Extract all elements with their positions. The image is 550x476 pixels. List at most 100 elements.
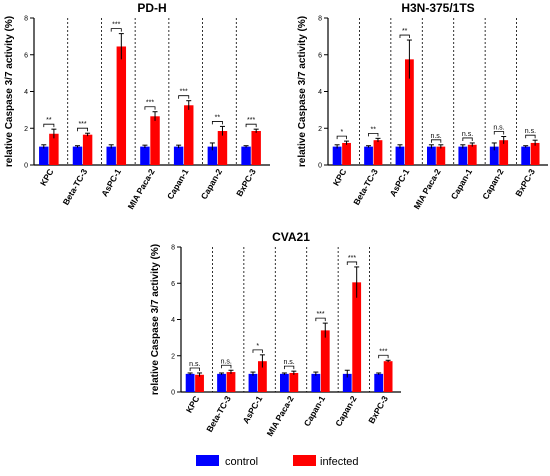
significance-label: ** <box>402 28 408 35</box>
category-label: Beta-TC-3 <box>204 394 233 434</box>
category-label: BxPC-3 <box>366 394 390 425</box>
category-label: Capan-2 <box>333 394 359 428</box>
significance-label: n.s. <box>283 359 294 366</box>
significance-label: *** <box>112 22 120 29</box>
significance-bracket <box>368 132 379 137</box>
significance-bracket <box>431 139 442 143</box>
significance-bracket <box>252 349 263 353</box>
category-label: MIA Paca-2 <box>412 167 443 211</box>
category-label: KPC <box>184 394 202 415</box>
significance-bracket <box>493 131 505 135</box>
y-tick-label: 2 <box>24 126 28 133</box>
category-label: BxPC-3 <box>234 167 258 198</box>
significance-label: * <box>256 343 259 350</box>
y-tick-label: 6 <box>171 281 175 288</box>
significance-bracket <box>110 28 122 32</box>
legend-label: control <box>225 456 258 468</box>
y-axis-label: relative Caspase 3/7 activity (%) <box>297 16 308 167</box>
y-tick-label: 4 <box>318 89 322 96</box>
significance-label: *** <box>348 255 356 262</box>
bar-control <box>241 146 251 165</box>
bar-control <box>427 146 436 165</box>
significance-label: n.s. <box>430 133 441 140</box>
bar-infected <box>405 59 414 165</box>
bar-infected <box>82 134 93 165</box>
bar-infected <box>258 361 267 392</box>
category-label: Beta-TC-3 <box>351 167 380 207</box>
bar-control <box>173 146 184 165</box>
legend-swatch-control <box>196 455 219 466</box>
bar-infected <box>342 142 351 165</box>
bar-control <box>106 146 116 165</box>
significance-label: * <box>340 129 343 136</box>
bar-control <box>342 373 352 392</box>
bar-infected <box>49 133 59 165</box>
bar-control <box>489 146 499 165</box>
category-label: Beta-TC-3 <box>61 167 90 207</box>
significance-bracket <box>462 137 473 141</box>
significance-bracket <box>144 106 156 110</box>
significance-bracket <box>315 317 326 322</box>
bar-control <box>217 373 226 392</box>
bar-infected <box>436 146 446 165</box>
bar-control <box>332 146 342 165</box>
y-tick-label: 8 <box>318 16 322 23</box>
legend: control infected <box>196 455 359 468</box>
bar-control <box>280 373 289 392</box>
category-label: AsPC-1 <box>241 394 265 425</box>
bar-infected <box>150 116 160 165</box>
y-tick-label: 4 <box>171 317 175 324</box>
significance-bracket <box>399 34 410 39</box>
bar-infected <box>383 361 393 392</box>
bar-infected <box>184 105 194 165</box>
bar-control <box>207 146 218 165</box>
significance-bracket <box>525 134 536 139</box>
significance-bracket <box>284 365 295 370</box>
bar-infected <box>530 142 540 165</box>
bar-infected <box>289 372 299 392</box>
bar-control <box>374 373 384 392</box>
y-tick-label: 4 <box>24 89 28 96</box>
chart-panel-0: PD-H relative Caspase 3/7 activity (%) 0 2 4… <box>4 1 270 211</box>
category-label: Capan-1 <box>449 167 475 201</box>
bar-infected <box>251 131 261 165</box>
category-label: MIA Paca-2 <box>126 167 157 211</box>
category-label: KPC <box>38 167 56 188</box>
bar-infected <box>352 282 362 392</box>
bar-infected <box>116 46 127 166</box>
category-label: KPC <box>331 167 349 188</box>
category-label: Capan-1 <box>302 394 328 428</box>
y-tick-label: 0 <box>318 163 322 170</box>
significance-bracket <box>211 121 223 125</box>
significance-bracket <box>77 127 89 132</box>
bar-control <box>395 146 405 165</box>
significance-label: n.s. <box>462 131 473 138</box>
significance-bracket <box>378 354 389 359</box>
significance-bracket <box>178 95 190 99</box>
chart-title: H3N-375/1TS <box>401 1 474 15</box>
category-label: BxPC-3 <box>513 167 537 198</box>
significance-label: n.s. <box>493 125 504 132</box>
significance-label: n.s. <box>189 361 200 368</box>
significance-label: *** <box>316 311 324 318</box>
y-tick-label: 0 <box>171 390 175 397</box>
significance-bracket <box>43 123 55 128</box>
significance-label: n.s. <box>221 358 232 365</box>
bar-infected <box>217 131 228 165</box>
bar-control <box>311 373 321 392</box>
significance-label: n.s. <box>525 128 536 135</box>
bar-infected <box>320 330 330 392</box>
bar-control <box>185 373 195 392</box>
significance-bracket <box>189 367 200 371</box>
y-tick-label: 0 <box>24 163 28 170</box>
significance-label: ** <box>371 126 377 133</box>
significance-label: *** <box>180 89 188 96</box>
bar-control <box>458 146 468 165</box>
significance-label: *** <box>78 121 86 128</box>
chart-panel-2: CVA21 relative Caspase 3/7 activity (%) 0 2… <box>150 230 401 438</box>
bar-infected <box>226 372 236 392</box>
bar-control <box>72 146 83 165</box>
bar-infected <box>195 374 204 392</box>
category-label: MIA Paca-2 <box>265 394 296 438</box>
category-label: Capan-1 <box>165 167 191 201</box>
